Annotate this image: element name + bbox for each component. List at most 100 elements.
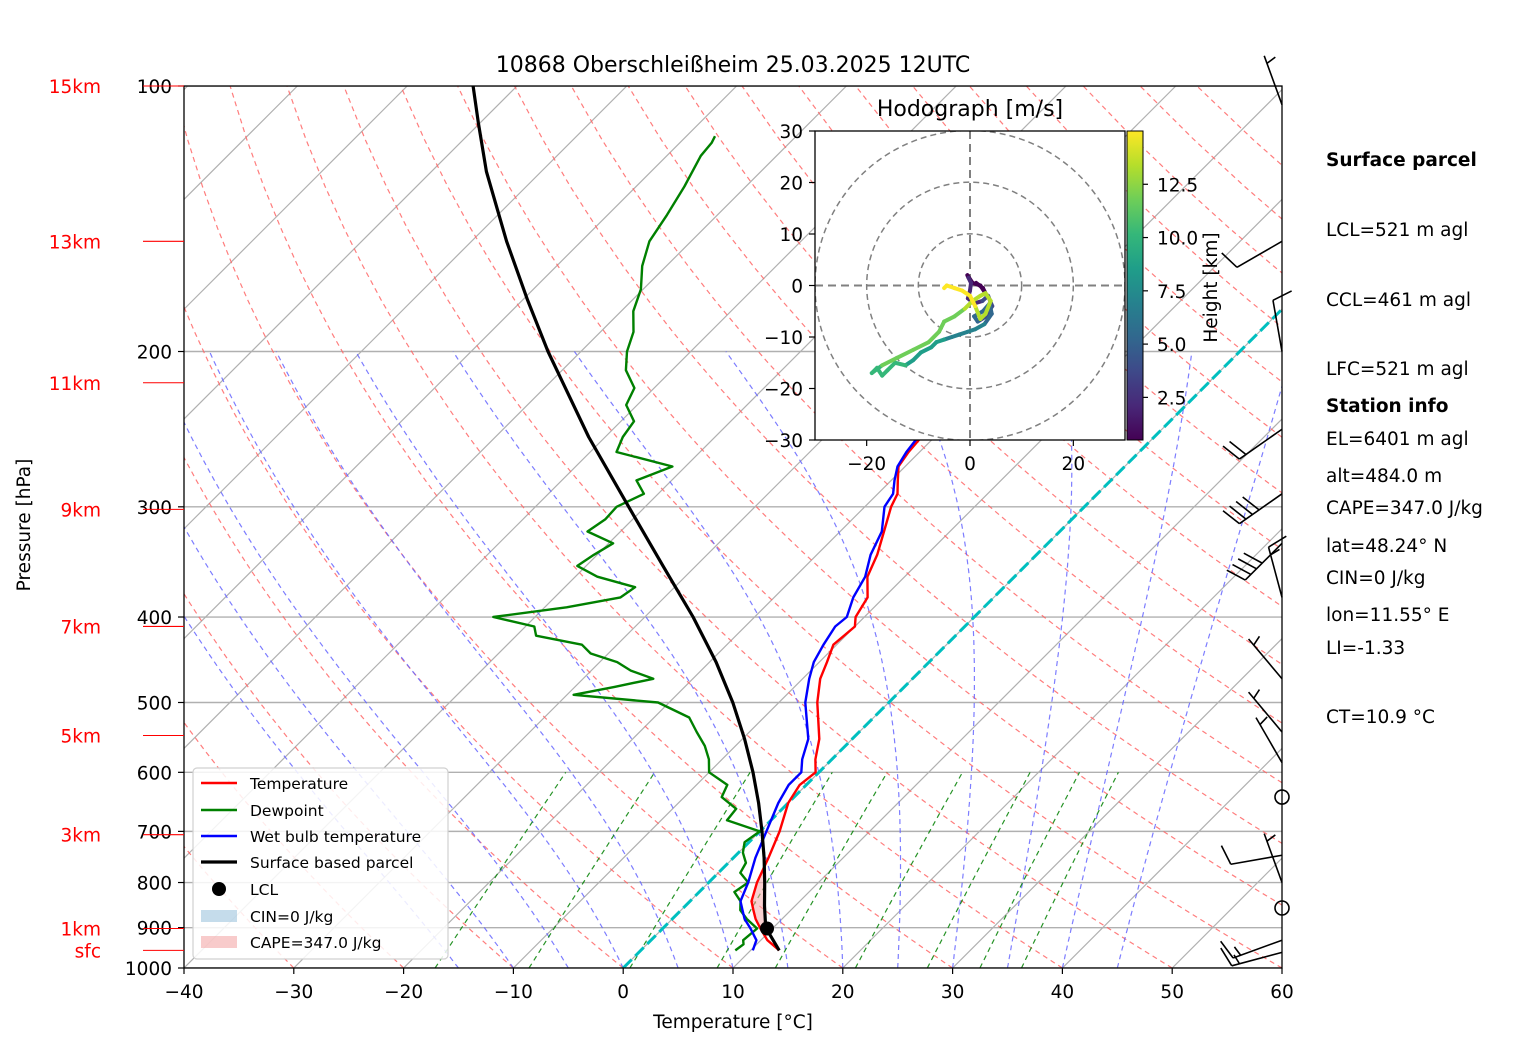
parcel-cin: CIN=0 J/kg — [1326, 568, 1426, 590]
hodograph-plot-area — [815, 131, 1125, 440]
y-tick-label: 300 — [137, 498, 172, 519]
moist-adiabat — [1006, 351, 1073, 968]
mixing-ratio-line — [854, 772, 964, 968]
mixing-ratio-line — [434, 771, 567, 968]
moist-adiabat — [208, 351, 624, 968]
surface-parcel-heading: Surface parcel — [1326, 150, 1477, 172]
wind-barb-flag — [1220, 845, 1232, 865]
hodograph-segment — [982, 311, 994, 327]
hodograph-segment — [895, 347, 916, 360]
y-axis-label: Pressure [hPa] — [14, 459, 35, 592]
isotherm-line — [184, 86, 408, 311]
chart-title: 10868 Oberschleißheim 25.03.2025 12UTC — [496, 53, 971, 78]
station-altitude: alt=484.0 m — [1326, 466, 1443, 488]
wind-barb-staff — [1255, 717, 1283, 764]
hodograph-x-tick-label: −20 — [847, 454, 886, 475]
mixing-ratio-line — [1020, 772, 1119, 968]
station-latitude: lat=48.24° N — [1326, 535, 1448, 557]
isotherm-line — [732, 418, 1282, 968]
height-label: 1km — [60, 919, 101, 940]
station-longitude: lon=11.55° E — [1326, 605, 1450, 627]
wind-barb-flag — [1268, 535, 1287, 548]
mixing-ratio-line — [716, 771, 833, 968]
wind-barb-flag — [1229, 440, 1247, 456]
colorbar-tick-label: 7.5 — [1157, 282, 1186, 303]
parcel-line — [471, 86, 781, 952]
moist-adiabat — [1116, 384, 1282, 968]
colorbar-tick-label: 12.5 — [1157, 175, 1198, 196]
wind-barb-flag — [1232, 563, 1252, 576]
wind-barbs — [1220, 55, 1292, 967]
wind-barb-half-flag — [1253, 689, 1261, 699]
wind-barb-flag — [1222, 445, 1240, 460]
wind-barb-staff — [1236, 240, 1283, 269]
height-label: 9km — [60, 500, 101, 521]
hodograph-segment — [942, 283, 949, 291]
wind-barb-staff — [1231, 951, 1283, 967]
parcel-el: EL=6401 m agl — [1326, 428, 1469, 450]
lcl-marker — [760, 921, 775, 936]
hodograph-x-tick-label: 0 — [964, 454, 976, 475]
wind-barb-flag — [1220, 940, 1234, 959]
x-tick-label: 0 — [617, 982, 629, 1003]
wind-barb-half-flag — [1233, 946, 1242, 956]
hodograph-segment — [983, 298, 993, 316]
y-tick-label: 500 — [137, 693, 172, 714]
parcel-ct: CT=10.9 °C — [1326, 707, 1435, 729]
x-tick-label: −20 — [384, 982, 423, 1003]
legend-wet-bulb: Wet bulb temperature — [250, 828, 421, 846]
height-label: 3km — [60, 826, 101, 847]
legend-temperature: Temperature — [249, 775, 348, 793]
hodograph-segment — [869, 363, 885, 376]
hodograph-y-tick-label: 30 — [779, 122, 803, 143]
legend-dewpoint: Dewpoint — [250, 802, 324, 820]
calm-wind-circle — [1274, 900, 1290, 916]
wind-barb-half-flag — [1259, 716, 1268, 726]
hodograph-colorbar — [1126, 130, 1144, 441]
hodograph-y-tick-label: −30 — [764, 431, 803, 452]
wind-barb-staff — [1230, 854, 1283, 866]
legend-cape-swatch — [201, 936, 237, 948]
legend-lcl-swatch — [212, 882, 226, 896]
height-label: sfc — [75, 941, 101, 962]
isotherm-line — [184, 86, 628, 530]
wind-barb-staff — [1232, 939, 1283, 959]
y-tick-label: 600 — [137, 763, 172, 784]
height-label: 7km — [60, 617, 101, 638]
hodograph-segment — [926, 329, 941, 345]
dry-adiabat — [457, 86, 1282, 906]
y-tick-label: 700 — [137, 822, 172, 843]
dry-adiabat — [286, 86, 1063, 968]
wind-barb-staff — [1263, 833, 1283, 883]
wind-barb-flag — [1242, 496, 1260, 511]
cape-area — [751, 644, 834, 929]
hodograph-segment — [952, 306, 967, 319]
height-label: 15km — [49, 77, 101, 98]
wind-barb-flag — [1243, 552, 1263, 564]
y-tick-label: 200 — [137, 343, 172, 364]
colorbar-tick-label: 2.5 — [1157, 388, 1186, 409]
x-tick-label: 30 — [941, 982, 965, 1003]
moist-adiabat — [573, 351, 844, 968]
wind-barb-staff — [1272, 300, 1283, 352]
y-tick-label: 900 — [137, 919, 172, 940]
mixing-ratio-line — [774, 771, 888, 968]
dewpoint-line — [492, 135, 761, 952]
x-axis-label: Temperature [°C] — [652, 1012, 813, 1033]
wind-barb-staff — [1244, 542, 1283, 581]
dry-adiabat — [184, 305, 734, 968]
hodograph-segment — [973, 304, 983, 321]
y-tick-label: 1000 — [125, 959, 172, 980]
y-tick-label: 100 — [137, 77, 172, 98]
hodograph-y-tick-label: 0 — [791, 277, 803, 298]
isotherm-line — [842, 527, 1282, 968]
moist-adiabat — [900, 351, 976, 968]
isotherm-line — [1061, 747, 1282, 968]
isotherm-line — [184, 86, 847, 750]
hodograph-y-tick-label: 10 — [779, 225, 803, 246]
dry-adiabat — [343, 86, 1173, 968]
wind-barb-flag — [1237, 558, 1257, 570]
hodograph-ring — [917, 233, 1023, 338]
parcel-cape: CAPE=347.0 J/kg — [1326, 498, 1483, 520]
